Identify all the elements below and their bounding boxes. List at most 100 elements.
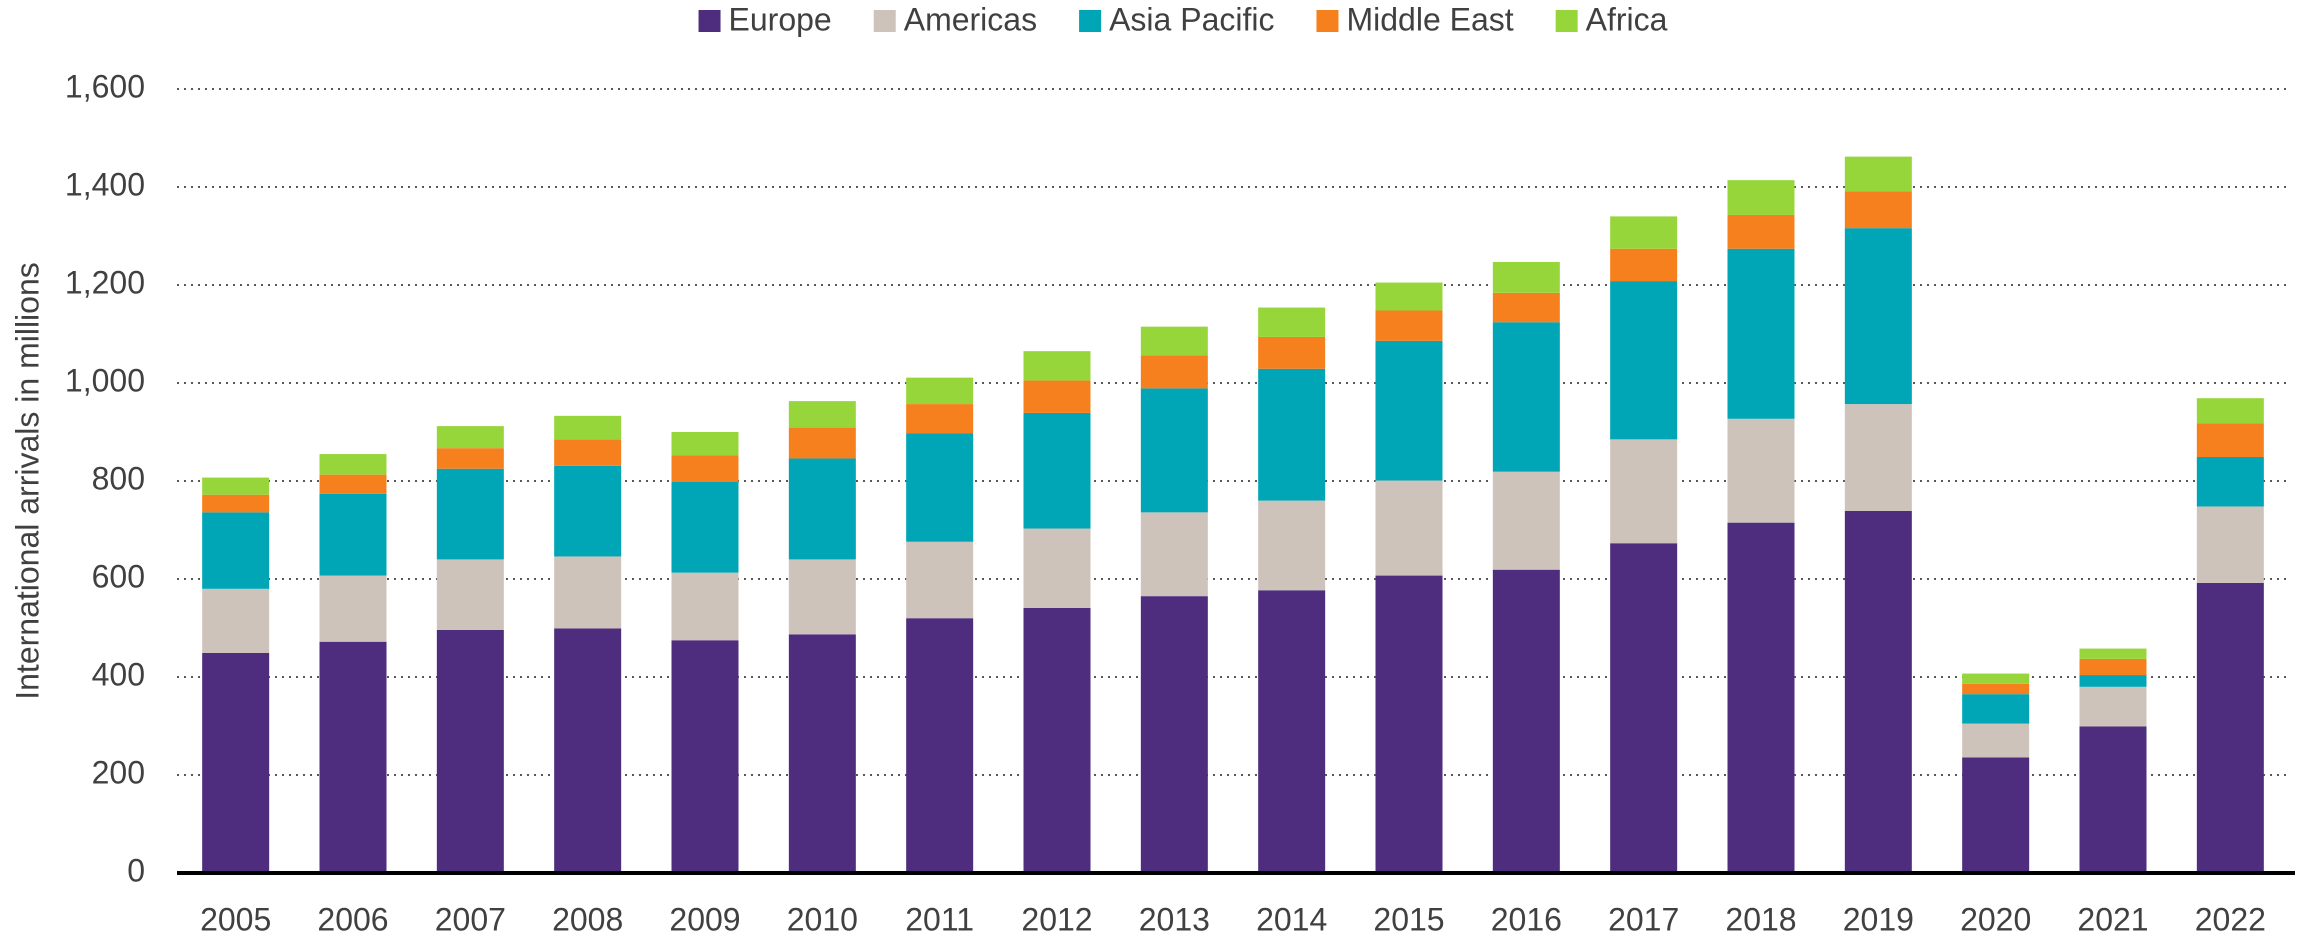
- x-tick-label: 2011: [905, 901, 974, 937]
- x-tick-label: 2010: [787, 901, 858, 937]
- bar-segment: [1492, 471, 1560, 570]
- bar-segment: [202, 588, 270, 653]
- bar-segment: [906, 541, 974, 619]
- bar-segment: [436, 426, 504, 449]
- x-tick-label: 2019: [1843, 901, 1914, 937]
- bar-segment: [671, 640, 739, 873]
- x-tick-label: 2016: [1491, 901, 1562, 937]
- legend-swatch: [1316, 10, 1339, 32]
- bar-segment: [1258, 590, 1326, 873]
- legend-label: Africa: [1586, 1, 1668, 37]
- bar-segment: [319, 474, 387, 494]
- bar-segment: [1023, 528, 1091, 608]
- bar-segment: [1140, 512, 1208, 597]
- legend-label: Americas: [904, 1, 1037, 37]
- y-tick-label: 1,400: [65, 166, 145, 202]
- legend-label: Middle East: [1346, 1, 1513, 37]
- bar-segment: [906, 404, 974, 434]
- bar-segment: [1844, 510, 1912, 873]
- bar-segment: [1962, 673, 2030, 684]
- bar-segment: [1375, 575, 1443, 873]
- bar-segment: [1962, 757, 2030, 873]
- x-tick-label: 2017: [1608, 901, 1679, 937]
- y-tick-label: 1,000: [65, 362, 145, 398]
- bar-segment: [1844, 228, 1912, 405]
- bar-segment: [1023, 380, 1091, 413]
- bar-segment: [2079, 686, 2147, 727]
- bar-segment: [2079, 648, 2147, 659]
- legend-label: Europe: [729, 1, 832, 37]
- y-tick-label: 600: [92, 558, 145, 594]
- bar-segment: [202, 652, 270, 873]
- bar-segment: [319, 493, 387, 576]
- bar-segment: [1375, 340, 1443, 481]
- bar-segment: [1727, 418, 1795, 523]
- bar-segment: [1258, 500, 1326, 591]
- legend-swatch: [873, 10, 896, 32]
- bar-segment: [202, 477, 270, 495]
- bar-segment: [1962, 723, 2030, 758]
- bar-segment: [2079, 658, 2147, 676]
- y-axis-label: International arrivals in millions: [9, 262, 45, 700]
- x-tick-label: 2008: [552, 901, 623, 937]
- bar-segment: [1140, 596, 1208, 873]
- bar-segment: [319, 575, 387, 642]
- legend-swatch: [1555, 10, 1578, 32]
- bar-segment: [1375, 480, 1443, 576]
- bar-segment: [788, 427, 856, 459]
- bar-segment: [2196, 506, 2264, 583]
- bar-segment: [202, 512, 270, 589]
- bar-segment: [1610, 216, 1678, 249]
- bar-segment: [1492, 261, 1560, 293]
- bar-segment: [788, 559, 856, 635]
- bar-segment: [788, 401, 856, 428]
- bar-segment: [319, 454, 387, 475]
- legend-label: Asia Pacific: [1109, 1, 1274, 37]
- bar-segment: [1258, 368, 1326, 501]
- bar-segment: [1727, 522, 1795, 873]
- x-tick-label: 2006: [317, 901, 388, 937]
- bar-segment: [1844, 191, 1912, 229]
- bar-segment: [436, 559, 504, 630]
- bar-segment: [1844, 404, 1912, 511]
- bar-segment: [1375, 282, 1443, 311]
- y-tick-label: 400: [92, 656, 145, 692]
- bar-segment: [1375, 310, 1443, 341]
- bar-segment: [436, 629, 504, 873]
- bar-segment: [1727, 180, 1795, 215]
- x-tick-label: 2022: [2195, 901, 2266, 937]
- bar-segment: [1727, 214, 1795, 249]
- legend: Europe Americas Asia Pacific Middle East Afr…: [698, 1, 1668, 37]
- bar-segment: [554, 439, 622, 466]
- bar-segment: [1140, 355, 1208, 389]
- bar-segment: [2079, 726, 2147, 873]
- bar-segment: [554, 415, 622, 440]
- bar-segment: [2196, 582, 2264, 873]
- bar-segment: [1023, 607, 1091, 873]
- y-tick-label: 1,200: [65, 264, 145, 300]
- x-tick-label: 2015: [1373, 901, 1444, 937]
- bar-segment: [1258, 307, 1326, 337]
- x-tick-label: 2021: [2077, 901, 2148, 937]
- bar-segment: [788, 634, 856, 873]
- bar-segment: [1023, 351, 1091, 381]
- bar-segment: [1962, 694, 2030, 724]
- bar-segment: [671, 455, 739, 482]
- bar-segment: [202, 494, 270, 513]
- bar-segment: [1023, 412, 1091, 529]
- bar-segment: [788, 458, 856, 560]
- bar-segment: [436, 448, 504, 469]
- x-tick-label: 2007: [435, 901, 506, 937]
- bar-segment: [671, 481, 739, 573]
- bar-segment: [1492, 292, 1560, 323]
- bar-segment: [1610, 439, 1678, 544]
- bar-segment: [2079, 675, 2147, 687]
- x-tick-label: 2005: [200, 901, 271, 937]
- bar-segment: [906, 618, 974, 873]
- y-tick-label: 200: [92, 754, 145, 790]
- bar-segment: [1610, 248, 1678, 282]
- bar-segment: [1610, 543, 1678, 873]
- legend-swatch: [1079, 10, 1102, 32]
- bar-segment: [2196, 398, 2264, 424]
